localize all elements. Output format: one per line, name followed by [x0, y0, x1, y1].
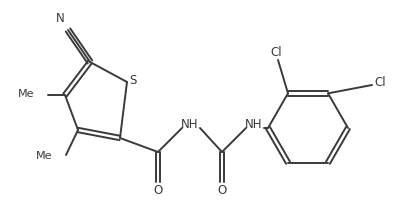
Text: Cl: Cl [374, 77, 386, 89]
Text: Me: Me [35, 151, 52, 161]
Text: NH: NH [181, 117, 199, 131]
Text: N: N [56, 11, 64, 25]
Text: O: O [153, 184, 163, 198]
Text: NH: NH [245, 117, 263, 131]
Text: O: O [217, 184, 227, 198]
Text: Cl: Cl [270, 46, 282, 59]
Text: Me: Me [18, 89, 34, 99]
Text: S: S [129, 74, 137, 86]
